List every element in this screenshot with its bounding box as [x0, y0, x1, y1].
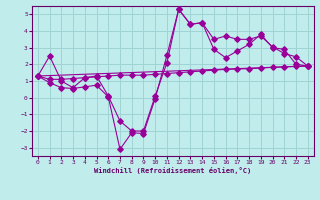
X-axis label: Windchill (Refroidissement éolien,°C): Windchill (Refroidissement éolien,°C): [94, 167, 252, 174]
